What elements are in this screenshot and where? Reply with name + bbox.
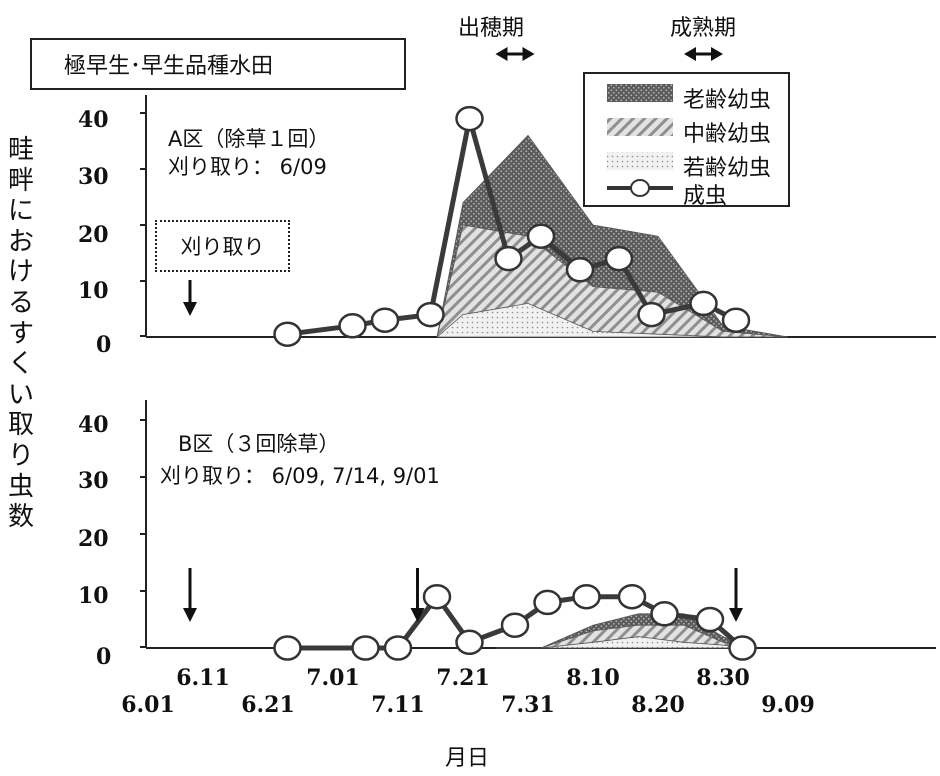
x-tick-label: 6.01 bbox=[121, 692, 175, 718]
y-axis-label-char: お bbox=[7, 226, 34, 257]
y-axis-label-char: り bbox=[7, 440, 34, 471]
panel-a-y-tick-label: 0 bbox=[96, 332, 111, 358]
panel-a-adult-point bbox=[370, 307, 400, 333]
legend-label-young: 若齢幼虫 bbox=[683, 156, 772, 181]
panel-a-label: A区（除草１回） bbox=[168, 127, 330, 151]
legend-swatch-mid bbox=[607, 118, 673, 136]
panel-a-y-tick-label: 10 bbox=[78, 278, 109, 304]
y-axis-label-char: す bbox=[7, 318, 34, 349]
x-tick-label: 8.20 bbox=[631, 692, 685, 718]
panel-a-adult-point bbox=[526, 223, 556, 249]
x-tick-label: 8.30 bbox=[696, 665, 750, 691]
y-axis-label-char: 畔 bbox=[7, 165, 34, 196]
y-axis-label-char: く bbox=[7, 349, 34, 380]
panel-a-adult-point bbox=[721, 307, 751, 333]
panel-b-label: B区（３回除草） bbox=[178, 432, 340, 456]
legend-label-old: 老齢幼虫 bbox=[683, 88, 772, 113]
x-tick-label: 6.21 bbox=[241, 692, 295, 718]
panel-a-adult-point bbox=[689, 290, 718, 317]
panel-a-mowing-note: 刈り取り： 6/09 bbox=[168, 155, 327, 179]
legend-swatch-old bbox=[607, 84, 673, 102]
x-tick-label: 7.31 bbox=[501, 692, 555, 718]
heading-phase-label: 出穂期 bbox=[458, 16, 525, 41]
panel-b-y-tick-label: 30 bbox=[78, 468, 109, 494]
mowing-callout-box: 刈り取り bbox=[155, 220, 290, 272]
mowing-arrow-head bbox=[183, 302, 197, 316]
panel-b-adult-point bbox=[351, 635, 380, 661]
ripening-phase-label: 成熟期 bbox=[670, 16, 737, 41]
panel-a-adult-point bbox=[494, 245, 523, 272]
panel-a-adult-point bbox=[604, 245, 634, 272]
panel-b-adult-point bbox=[572, 583, 601, 610]
chart-title-box: 極早生･早生品種水田 bbox=[30, 38, 406, 90]
panel-a-y-tick-label: 30 bbox=[78, 164, 109, 190]
phase-range-head-right bbox=[522, 47, 535, 61]
legend-swatch-adult-marker bbox=[630, 179, 650, 197]
x-tick-label: 8.10 bbox=[566, 665, 620, 691]
panel-b-y-tick-label: 40 bbox=[78, 412, 109, 438]
y-axis-label-char: け bbox=[7, 257, 34, 288]
panel-a-adult-point bbox=[637, 301, 666, 328]
phase-range-head-left bbox=[495, 47, 508, 61]
y-axis-label-char: に bbox=[7, 196, 34, 227]
panel-b-adult-point bbox=[650, 601, 679, 627]
legend-swatches bbox=[607, 84, 673, 197]
panel-a-plot: 0 10 20 30 40 bbox=[78, 95, 936, 358]
panel-a-area-young bbox=[435, 302, 788, 338]
y-axis-label-char: 虫 bbox=[7, 471, 34, 502]
y-axis-label-char: 数 bbox=[7, 502, 34, 533]
panel-a-y-tick-label: 20 bbox=[78, 222, 109, 248]
x-tick-label: 7.01 bbox=[306, 665, 360, 691]
legend-label-adult: 成虫 bbox=[683, 184, 728, 209]
y-axis-label-char: 畦 bbox=[7, 135, 34, 165]
legend-label-mid: 中齢幼虫 bbox=[683, 122, 772, 147]
panel-a-y-tick-label: 40 bbox=[78, 107, 109, 133]
y-axis-label-char: る bbox=[7, 287, 34, 318]
legend-swatch-young bbox=[607, 152, 673, 170]
panel-a-adult-point bbox=[565, 257, 595, 283]
panel-b-adult-point bbox=[533, 589, 562, 616]
x-tick-label: 9.09 bbox=[761, 692, 815, 718]
panel-b-y-tick-label: 0 bbox=[96, 644, 111, 670]
phase-arrows bbox=[495, 47, 723, 61]
mowing-arrow-head bbox=[729, 608, 743, 622]
y-axis-label-char: い bbox=[7, 379, 34, 410]
panel-a-adult-point bbox=[416, 301, 445, 328]
y-axis-label-char: 取 bbox=[7, 410, 34, 441]
panel-b-y-tick-label: 20 bbox=[78, 526, 109, 552]
panel-b-adult-point bbox=[617, 583, 647, 610]
chart-title: 極早生･早生品種水田 bbox=[64, 54, 274, 79]
phase-range-head-left bbox=[684, 47, 696, 61]
x-tick-label: 6.11 bbox=[176, 665, 230, 691]
panel-b-adult-point bbox=[455, 629, 484, 656]
panel-b-adult-point bbox=[273, 635, 302, 661]
panel-b-adult-point bbox=[422, 583, 452, 610]
panel-b-adult-point bbox=[500, 612, 530, 638]
panel-b-plot: 0 10 20 30 40 6.016.11 6.21 7.01 7.11 7.21 7.31 8.… bbox=[78, 400, 936, 718]
x-tick-label: 7.21 bbox=[436, 665, 490, 691]
x-tick-label: 7.11 bbox=[371, 692, 425, 718]
panel-b-y-tick-label: 10 bbox=[78, 583, 109, 609]
y-axis-label: 畦畔におけるすくい取り虫数 bbox=[6, 135, 36, 533]
panel-a-adult-point bbox=[273, 321, 302, 347]
mowing-arrow-head bbox=[183, 608, 197, 622]
x-axis-title: 月日 bbox=[445, 746, 490, 771]
legend: 老齢幼虫 中齢幼虫 若齢幼虫 成虫 bbox=[583, 72, 790, 209]
panel-a-adult-point bbox=[338, 313, 367, 339]
mowing-callout-label: 刈り取り bbox=[180, 235, 265, 259]
panel-b-mowing-note: 刈り取り： 6/09, 7/14, 9/01 bbox=[160, 464, 440, 488]
panel-a-adult-point bbox=[455, 105, 484, 132]
mowing-arrow-head bbox=[410, 608, 425, 622]
panel-b-adult-point bbox=[383, 635, 413, 661]
panel-b-adult-point bbox=[695, 606, 725, 633]
phase-range-head-right bbox=[711, 47, 723, 61]
panel-b-adult-point bbox=[728, 635, 757, 661]
